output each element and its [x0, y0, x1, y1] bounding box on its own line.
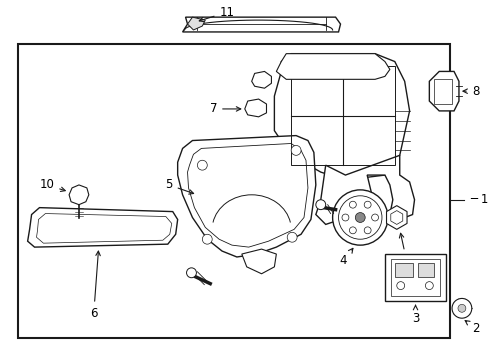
- Polygon shape: [188, 17, 205, 30]
- Circle shape: [364, 201, 371, 208]
- Bar: [391, 259, 440, 297]
- Circle shape: [355, 212, 365, 222]
- Bar: [434, 79, 452, 104]
- Text: 6: 6: [90, 251, 100, 320]
- Text: ─ 1: ─ 1: [470, 193, 488, 206]
- Bar: [291, 67, 395, 165]
- Bar: [395, 263, 413, 277]
- Circle shape: [458, 304, 466, 312]
- Text: 4: 4: [340, 248, 353, 267]
- Circle shape: [349, 201, 356, 208]
- Circle shape: [291, 145, 301, 155]
- Polygon shape: [274, 54, 410, 180]
- Polygon shape: [387, 206, 407, 229]
- Circle shape: [287, 232, 297, 242]
- Polygon shape: [27, 208, 178, 247]
- Bar: [418, 263, 434, 277]
- Text: 3: 3: [412, 305, 419, 325]
- Polygon shape: [276, 54, 390, 79]
- Polygon shape: [429, 71, 459, 111]
- Polygon shape: [252, 71, 271, 88]
- Circle shape: [316, 200, 326, 210]
- Circle shape: [452, 298, 472, 318]
- Circle shape: [371, 214, 378, 221]
- Text: 11: 11: [199, 6, 235, 22]
- Text: 2: 2: [465, 320, 479, 334]
- Polygon shape: [242, 249, 276, 274]
- Circle shape: [187, 268, 196, 278]
- Text: 10: 10: [39, 179, 65, 192]
- Bar: [18, 44, 450, 338]
- Circle shape: [342, 214, 349, 221]
- Text: 5: 5: [165, 179, 194, 194]
- Circle shape: [333, 190, 388, 245]
- Bar: [385, 254, 446, 301]
- Polygon shape: [178, 136, 316, 257]
- Polygon shape: [69, 185, 89, 205]
- Polygon shape: [183, 17, 341, 32]
- Polygon shape: [316, 155, 415, 224]
- Circle shape: [197, 160, 207, 170]
- Circle shape: [397, 282, 405, 289]
- Circle shape: [202, 234, 212, 244]
- Text: 7: 7: [210, 103, 241, 116]
- Circle shape: [349, 227, 356, 234]
- Polygon shape: [245, 99, 267, 117]
- Circle shape: [425, 282, 433, 289]
- Circle shape: [364, 227, 371, 234]
- Text: 9: 9: [399, 233, 411, 267]
- Text: 8: 8: [463, 85, 479, 98]
